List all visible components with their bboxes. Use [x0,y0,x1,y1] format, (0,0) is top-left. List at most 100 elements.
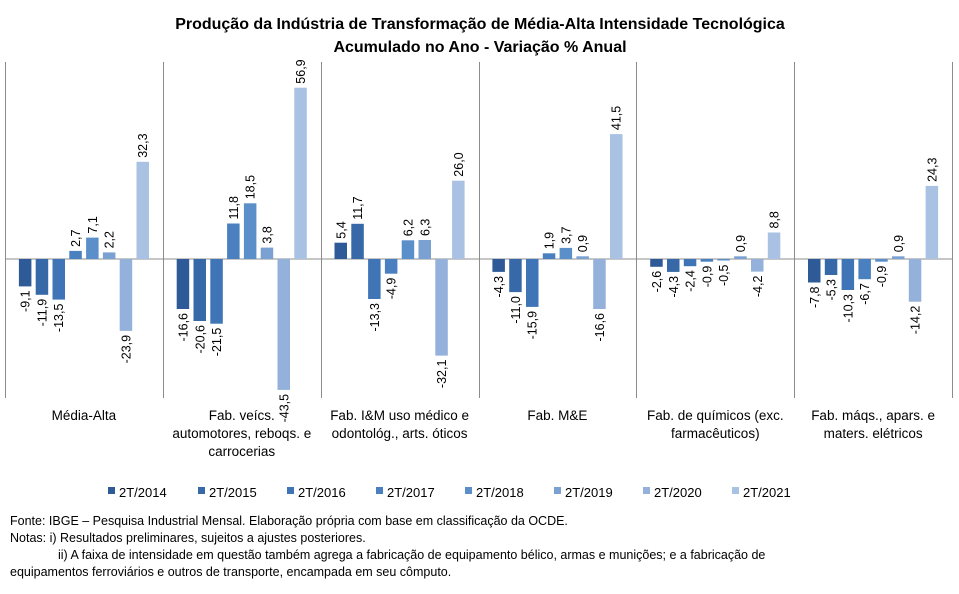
bar [700,259,714,262]
bar [925,185,939,259]
note-i: Notas: i) Resultados preliminares, sujei… [10,531,366,545]
bar [401,240,415,259]
bar [734,256,747,259]
data-label: 2,2 [103,231,117,248]
data-label: 1,9 [543,232,557,249]
legend-label: 2T/2017 [387,485,435,500]
data-label: 18,5 [244,175,258,199]
bar [509,259,522,293]
data-label: -43,5 [277,394,291,423]
plot-area: -9,1 -11,9 -13,5 2,77,12,2 -23,9 32,3 Média-Al… [5,59,953,459]
data-label: 6,3 [418,219,432,236]
data-label: -6,7 [858,283,872,305]
bar [824,259,838,275]
category-label: Fab. máqs., apars. e [811,408,935,423]
legend-label: 2T/2015 [209,485,257,500]
bar [841,259,855,290]
data-label: -10,3 [841,294,855,323]
legend-label: 2T/2021 [743,485,791,500]
bar [35,259,49,295]
category-label: Fab. de químicos (exc. [647,408,784,423]
data-label: -23,9 [119,335,133,364]
legend-swatch [732,487,739,494]
data-label: -13,3 [368,303,382,332]
bar [908,259,922,302]
bar [260,247,274,259]
data-label: -20,6 [193,325,207,354]
data-label: -0,9 [700,266,714,288]
bar [858,259,871,280]
data-label: 0,9 [576,235,590,252]
legend-swatch [465,487,472,494]
bar [193,259,206,321]
bar [492,259,505,272]
note-ii: ii) A faixa de intensidade em questão ta… [58,548,766,562]
legend-swatch [376,487,383,494]
data-label: -5,3 [825,279,839,301]
data-label: -14,2 [909,306,923,335]
bar [526,259,539,307]
bar [334,242,347,259]
data-label: -15,9 [526,311,540,340]
chart-title: Produção da Indústria de Transformação d… [175,16,785,33]
data-label: 6,2 [402,219,416,236]
data-label: -0,9 [875,266,889,288]
legend-swatch [198,487,205,494]
bar [717,259,730,261]
bar [86,237,99,259]
data-label: 0,9 [734,235,748,252]
data-label: 26,0 [452,152,466,176]
note-ii-continued: equipamentos ferroviários e outros de tr… [10,565,452,579]
data-label: 56,9 [294,59,308,83]
data-label: 41,5 [610,106,624,130]
bar [52,259,65,300]
data-label: -4,3 [667,276,681,298]
bar [610,134,623,259]
bar [683,259,697,267]
legend-label: 2T/2014 [119,485,167,500]
data-label: -2,4 [684,270,698,292]
data-label: -21,5 [210,328,224,357]
bar [875,259,888,262]
bar [176,259,190,309]
legend-label: 2T/2018 [476,485,524,500]
bar [650,259,663,267]
data-label: 3,7 [559,226,573,243]
data-label: -0,5 [717,264,731,286]
bar [435,259,448,356]
data-label: -7,8 [808,286,822,308]
bar [542,253,556,259]
data-label: 2,7 [69,229,83,246]
bar [368,259,381,299]
category-label: carrocerias [208,444,275,459]
bar [751,259,764,272]
bar [418,240,431,259]
data-label: -11,0 [509,296,523,324]
data-label: 0,9 [892,235,906,252]
data-label: 3,8 [260,226,274,243]
bar [384,259,398,274]
bar [892,256,905,259]
category-label: Média-Alta [52,408,117,423]
legend-label: 2T/2019 [565,485,613,500]
data-label: -13,5 [52,304,66,333]
data-label: -4,9 [385,278,399,300]
bar [136,161,149,259]
footnotes: Fonte: IBGE – Pesquisa Industrial Mensal… [10,513,765,581]
bar [18,259,32,287]
data-label: 11,8 [227,196,241,219]
bar [294,87,307,259]
data-label: 8,8 [768,211,782,228]
category-label: odontológ., arts. óticos [332,426,468,441]
bar [593,259,606,309]
bar [767,232,781,259]
data-label: -4,3 [492,276,506,298]
legend-label: 2T/2016 [298,485,346,500]
legend-swatch [287,487,294,494]
category-label: Fab. veícs. [209,408,275,423]
bar [243,203,257,259]
legend-swatch [554,487,561,494]
data-label: 5,4 [334,221,348,238]
category-label: maters. elétricos [824,426,923,441]
category-label: automotores, reboqs. e [172,426,311,441]
